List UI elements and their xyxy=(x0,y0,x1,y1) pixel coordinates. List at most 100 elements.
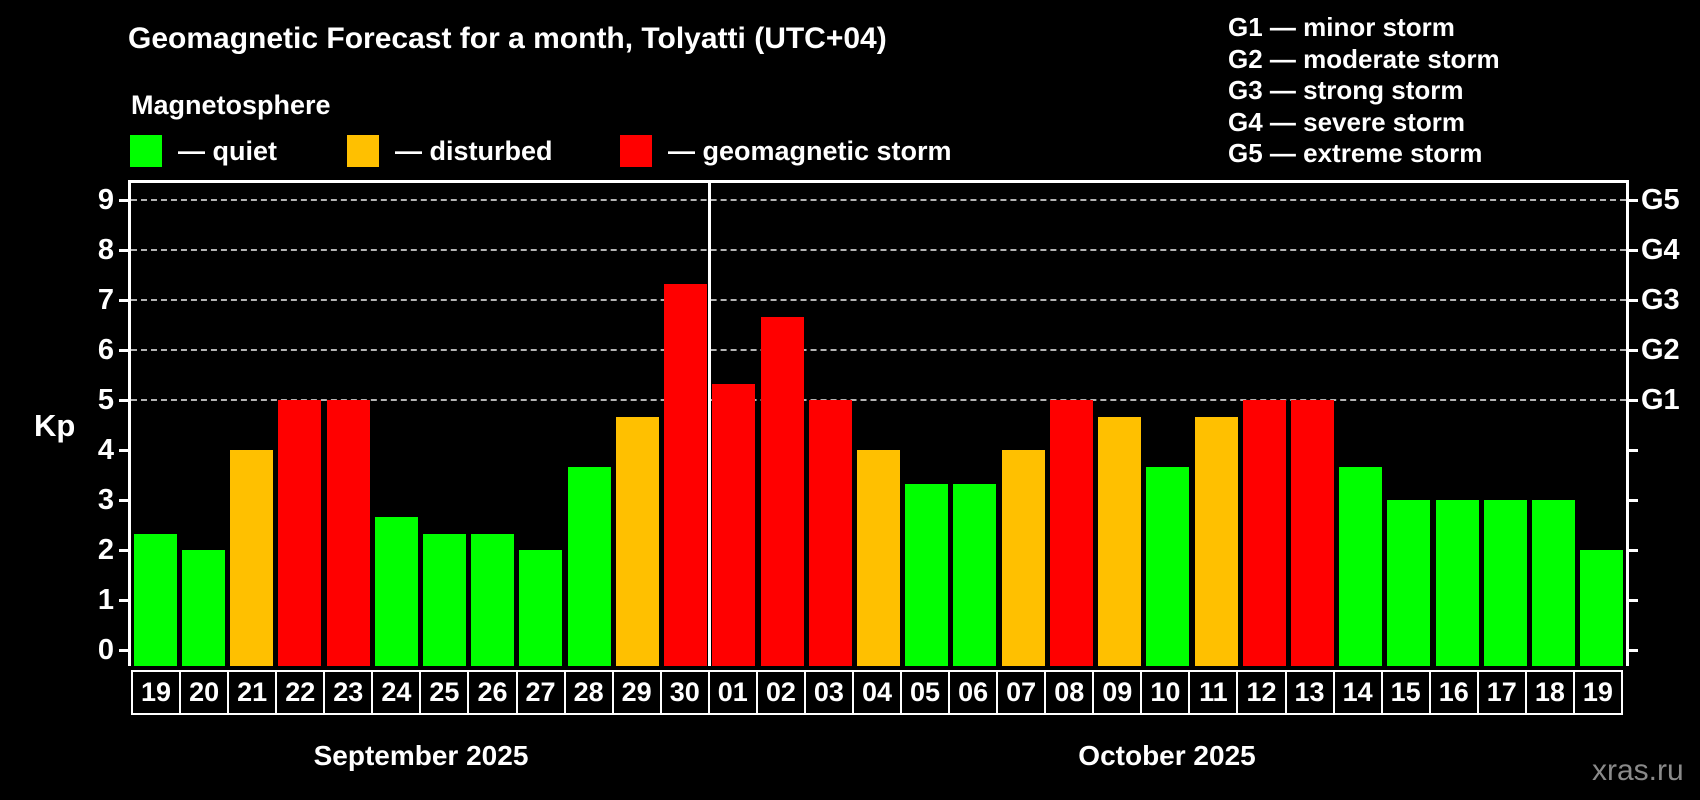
y-tick-left-6 xyxy=(119,348,131,352)
date-cell-october-17: 17 xyxy=(1476,670,1527,715)
gridline-kp-6 xyxy=(131,349,1626,351)
storm-scale-legend: G1 — minor storm G2 — moderate storm G3 … xyxy=(1228,12,1500,170)
kp-bar-october-09 xyxy=(1098,416,1142,666)
y-tick-left-8 xyxy=(119,248,131,252)
date-cell-october-10: 10 xyxy=(1140,670,1191,715)
y-tick-left-4 xyxy=(119,448,131,452)
date-cell-october-18: 18 xyxy=(1524,670,1575,715)
watermark: xras.ru xyxy=(1592,754,1684,787)
y-tick-label-4: 4 xyxy=(97,434,114,466)
legend-item-disturbed: — disturbed xyxy=(347,135,553,167)
quiet-color-swatch xyxy=(130,135,162,167)
y-tick-right-1 xyxy=(1626,598,1638,602)
legend-label-storm: — geomagnetic storm xyxy=(668,135,952,166)
plot-area xyxy=(131,183,1626,666)
y-tick-right-5 xyxy=(1626,398,1638,402)
g2-legend-line: G2 — moderate storm xyxy=(1228,43,1500,74)
y-tick-right-9 xyxy=(1626,198,1638,202)
kp-bar-september-21 xyxy=(230,450,274,666)
y-tick-label-0: 0 xyxy=(97,634,114,666)
chart-subtitle: Magnetosphere xyxy=(131,90,331,120)
date-cell-october-07: 07 xyxy=(996,670,1047,715)
gridline-kp-8 xyxy=(131,249,1626,251)
date-cell-october-08: 08 xyxy=(1044,670,1095,715)
kp-bar-october-04 xyxy=(857,450,900,666)
y-tick-right-8 xyxy=(1626,248,1638,252)
kp-bar-september-30 xyxy=(664,283,708,666)
g1-legend-line: G1 — minor storm xyxy=(1228,12,1455,42)
gridline-kp-9 xyxy=(131,199,1626,201)
y-tick-label-6: 6 xyxy=(97,334,114,366)
kp-bar-september-26 xyxy=(471,533,515,666)
date-cell-september-29: 29 xyxy=(611,670,662,715)
y-tick-left-3 xyxy=(119,498,131,502)
date-cell-september-30: 30 xyxy=(659,670,710,715)
y-tick-label-1: 1 xyxy=(97,584,114,616)
date-cell-september-28: 28 xyxy=(563,670,614,715)
date-cell-october-06: 06 xyxy=(948,670,999,715)
g4-legend-line: G4 — severe storm xyxy=(1228,106,1466,137)
y-tick-left-5 xyxy=(119,398,131,402)
date-cell-september-22: 22 xyxy=(275,670,326,715)
kp-bar-october-03 xyxy=(808,400,852,666)
y-tick-label-9: 9 xyxy=(97,184,114,216)
date-cell-october-12: 12 xyxy=(1236,670,1287,715)
kp-bar-october-01 xyxy=(712,383,756,666)
right-axis-label-g3: G3 xyxy=(1641,284,1680,316)
kp-bar-october-18 xyxy=(1532,500,1576,666)
gridline-kp-5 xyxy=(131,399,1626,401)
kp-bar-september-19 xyxy=(133,533,177,666)
y-tick-left-1 xyxy=(119,598,131,602)
date-cell-october-09: 09 xyxy=(1092,670,1143,715)
legend-item-quiet: — quiet xyxy=(130,135,277,167)
date-cell-october-04: 04 xyxy=(851,670,902,715)
kp-bar-october-19 xyxy=(1580,550,1624,666)
date-cell-september-20: 20 xyxy=(179,670,230,715)
date-cell-september-19: 19 xyxy=(131,670,182,715)
y-tick-left-2 xyxy=(119,548,131,552)
date-cell-october-05: 05 xyxy=(900,670,951,715)
y-tick-right-2 xyxy=(1626,548,1638,552)
legend-label-quiet: — quiet xyxy=(178,135,277,166)
y-tick-label-5: 5 xyxy=(97,384,114,416)
date-cell-september-27: 27 xyxy=(515,670,566,715)
y-tick-left-0 xyxy=(119,648,131,652)
plot-frame xyxy=(128,180,1629,666)
date-axis: 19 20 21 22 23 24 25 26 27 28 29 30 01 02 03 04 05 06 07 08… xyxy=(131,670,1623,715)
date-cell-october-14: 14 xyxy=(1332,670,1383,715)
date-cell-october-02: 02 xyxy=(755,670,806,715)
kp-bar-october-08 xyxy=(1049,400,1093,666)
kp-bar-september-22 xyxy=(278,400,322,666)
g5-legend-line: G5 — extreme storm xyxy=(1228,138,1483,169)
kp-bar-october-10 xyxy=(1146,466,1190,666)
legend-label-disturbed: — disturbed xyxy=(395,135,553,166)
date-cell-september-21: 21 xyxy=(227,670,278,715)
date-cell-october-01: 01 xyxy=(707,670,758,715)
kp-bar-october-13 xyxy=(1291,400,1335,666)
y-tick-right-7 xyxy=(1626,298,1638,302)
kp-bar-october-02 xyxy=(760,316,804,666)
date-cell-october-11: 11 xyxy=(1188,670,1239,715)
right-axis-label-g5: G5 xyxy=(1641,184,1680,216)
kp-bar-september-20 xyxy=(181,550,225,666)
date-cell-october-13: 13 xyxy=(1284,670,1335,715)
date-cell-october-03: 03 xyxy=(803,670,854,715)
kp-bar-september-27 xyxy=(519,550,563,666)
kp-bar-october-15 xyxy=(1387,500,1431,666)
y-tick-right-4 xyxy=(1626,448,1638,452)
gridline-kp-7 xyxy=(131,299,1626,301)
kp-bar-october-12 xyxy=(1242,400,1286,666)
date-cell-september-26: 26 xyxy=(467,670,518,715)
kp-bar-october-07 xyxy=(1001,450,1045,666)
storm-color-swatch xyxy=(620,135,652,167)
y-tick-label-3: 3 xyxy=(97,484,114,516)
kp-bar-september-28 xyxy=(567,466,611,666)
y-tick-right-0 xyxy=(1626,648,1638,652)
kp-bar-october-16 xyxy=(1435,500,1479,666)
date-cell-october-16: 16 xyxy=(1428,670,1479,715)
right-axis-label-g1: G1 xyxy=(1641,384,1680,416)
month-separator xyxy=(708,183,712,666)
kp-bar-october-17 xyxy=(1483,500,1527,666)
date-cell-september-25: 25 xyxy=(419,670,470,715)
kp-bar-october-14 xyxy=(1339,466,1383,666)
